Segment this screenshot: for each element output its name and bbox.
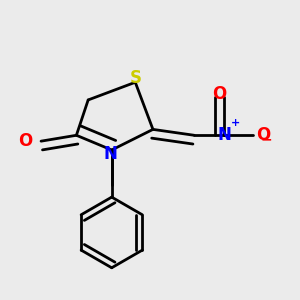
Text: O: O (256, 126, 270, 144)
Text: S: S (129, 69, 141, 87)
Text: N: N (103, 146, 117, 164)
Text: O: O (18, 132, 32, 150)
Text: +: + (231, 118, 240, 128)
Text: −: − (260, 133, 272, 147)
Text: O: O (212, 85, 226, 103)
Text: N: N (217, 126, 231, 144)
